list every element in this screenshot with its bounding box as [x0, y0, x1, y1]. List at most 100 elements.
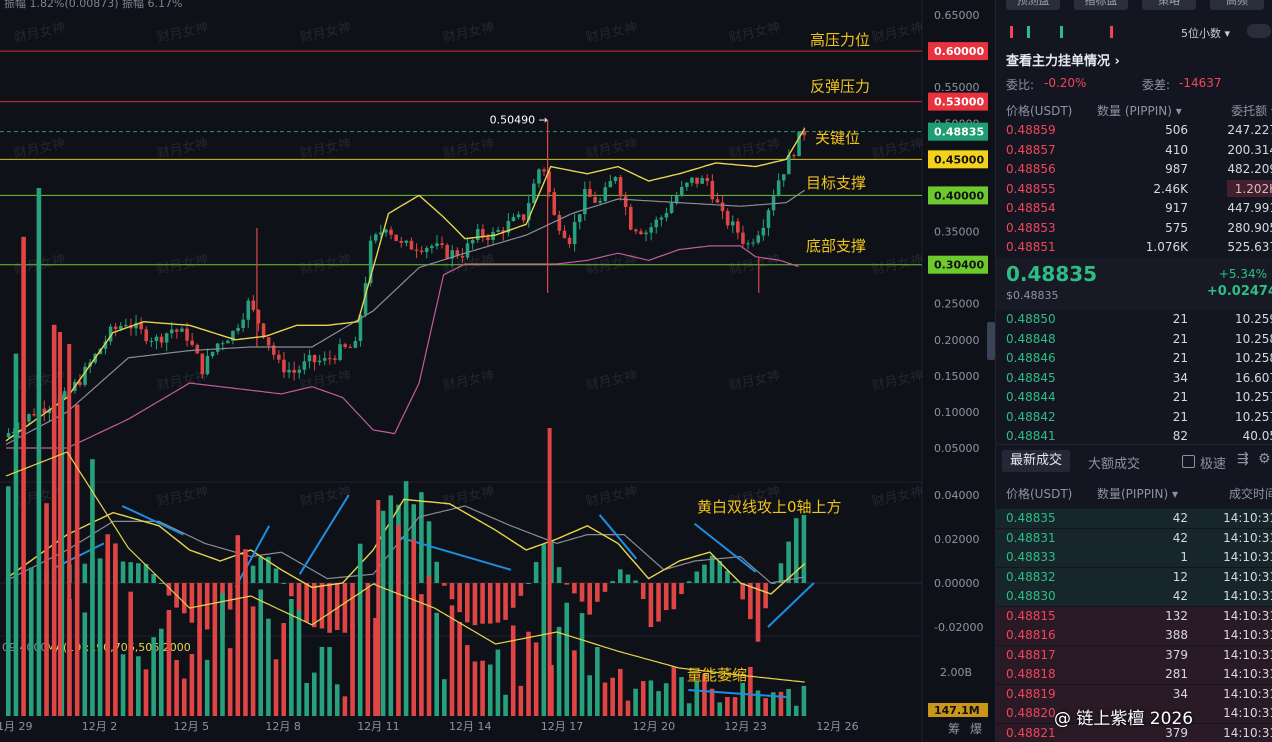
candle-body — [598, 200, 602, 203]
top-tab-button[interactable]: 高频 — [1210, 0, 1264, 10]
candle-body — [277, 354, 281, 360]
volume-bar — [51, 324, 57, 716]
ask-price: 0.48853 — [1006, 220, 1056, 235]
volume-bar — [518, 685, 524, 716]
candle-body — [384, 229, 388, 233]
ask-row[interactable]: 0.48854 917 447.991 — [996, 199, 1272, 218]
volume-bar — [58, 332, 63, 716]
trade-time: 14:10:31 — [1223, 608, 1272, 623]
top-tab-button[interactable]: 预测盘 — [1006, 0, 1060, 10]
candle-body — [414, 249, 419, 251]
candle-body — [577, 214, 582, 223]
volume-bar — [289, 599, 294, 716]
volume-bar — [709, 688, 715, 716]
candle-body — [236, 327, 240, 331]
macd-histogram-bar — [755, 583, 761, 642]
ask-row[interactable]: 0.48856 987 482.209 — [996, 160, 1272, 179]
volume-bar — [90, 459, 95, 716]
tab-latest-trades[interactable]: 最新成交 — [1002, 450, 1070, 472]
top-tab-button[interactable]: 策略 — [1142, 0, 1196, 10]
ask-qty: 917 — [1165, 201, 1188, 215]
macd-histogram-bar — [289, 583, 294, 597]
level-tag — [928, 42, 988, 61]
volume-bar — [350, 623, 355, 716]
ask-row[interactable]: 0.48859 506 247.227 — [996, 121, 1272, 140]
volume-bar — [533, 642, 539, 716]
candle-body — [271, 345, 276, 355]
bid-row[interactable]: 0.48846 21 10.258 — [996, 349, 1272, 368]
macd-histogram-bar — [595, 583, 600, 602]
trade-row: 0.48833 1 14:10:31 — [996, 548, 1272, 567]
bid-row[interactable]: 0.48841 82 40.05 — [996, 427, 1272, 446]
macd-histogram-bar — [771, 583, 776, 584]
candle-body — [756, 235, 761, 243]
panel-collapse-handle[interactable] — [987, 322, 995, 360]
decimals-select[interactable]: 5位小数 ▾ — [1181, 27, 1231, 40]
volume-bar — [235, 535, 241, 716]
trade-price: 0.48817 — [1006, 647, 1056, 662]
bottom-tag: 筹 — [948, 722, 960, 736]
candle-body — [455, 250, 460, 257]
ask-price: 0.48855 — [1006, 181, 1056, 196]
x-axis-tick: 12月 17 — [541, 720, 584, 733]
orderbook-both-icon[interactable] — [1010, 26, 1030, 38]
trade-row: 0.48831 42 14:10:31 — [996, 528, 1272, 548]
chart-area[interactable]: 财月女神 财月女神 财月女神 财月女神 财月女神 财月女神 财月女神 财月女神 财月女神 财月女神… — [0, 0, 992, 742]
ask-qty: 1.076K — [1145, 240, 1188, 254]
volume-bar — [587, 675, 592, 716]
orderbook-bids-icon[interactable] — [1060, 26, 1077, 38]
macd-histogram-bar — [518, 583, 524, 596]
bid-row[interactable]: 0.48844 21 10.257 — [996, 388, 1272, 407]
volume-bar — [258, 589, 264, 716]
bid-row[interactable]: 0.48845 34 16.607 — [996, 369, 1272, 388]
bid-row[interactable]: 0.48848 21 10.258 — [996, 330, 1272, 349]
ask-row[interactable]: 0.48857 410 200.314 — [996, 141, 1272, 160]
bid-row[interactable]: 0.48842 21 10.257 — [996, 408, 1272, 427]
trade-time: 14:10:31 — [1223, 589, 1272, 603]
candle-body — [256, 309, 261, 324]
annotation-high-pressure: 高压力位 — [810, 31, 870, 49]
macd-histogram-bar — [442, 583, 447, 586]
volume-bar — [510, 625, 516, 716]
price-axis-tick: 0.20000 — [934, 334, 980, 347]
volume-bar — [495, 649, 501, 716]
volume-bar — [373, 617, 378, 716]
trade-row: 0.48817 379 14:10:31 — [996, 645, 1272, 665]
macd-histogram-bar — [449, 583, 455, 600]
bid-row[interactable]: 0.48850 21 10.259 — [996, 310, 1272, 329]
volume-bar — [44, 503, 49, 716]
volume-bar — [21, 236, 26, 716]
fast-checkbox[interactable] — [1182, 455, 1195, 468]
macd-histogram-bar — [189, 583, 195, 623]
candle-body — [424, 247, 429, 253]
candle-body — [761, 227, 766, 236]
macd-histogram-bar — [487, 583, 493, 624]
macd-histogram-bar — [671, 583, 677, 610]
candle-body — [552, 192, 557, 215]
toggle-switch[interactable] — [1247, 24, 1271, 38]
filter-icon[interactable]: ⇶ — [1237, 451, 1249, 467]
tab-large-trades[interactable]: 大额成交 — [1088, 457, 1141, 472]
ask-row[interactable]: 0.48855 2.46K 1.202K — [996, 180, 1272, 199]
volume-bar — [755, 690, 761, 716]
volume-bar — [120, 654, 126, 716]
trade-qty: 12 — [1172, 569, 1188, 584]
candle-body — [409, 240, 414, 250]
macd-axis-tick: 0.00000 — [934, 577, 980, 590]
candle-body — [685, 182, 689, 187]
top-tab-button[interactable]: 指标盘 — [1074, 0, 1128, 10]
candle-body — [766, 210, 771, 228]
main-orders-link[interactable]: 查看主力挂单情况 › — [1006, 54, 1120, 69]
candle-body — [715, 199, 720, 203]
candle-body — [644, 232, 648, 235]
ask-row[interactable]: 0.48853 575 280.905 — [996, 219, 1272, 238]
candle-body — [475, 229, 480, 241]
ask-row[interactable]: 0.48851 1.076K 525.637 — [996, 238, 1272, 257]
trade-price: 0.48819 — [1006, 686, 1056, 701]
settings-icon[interactable]: ⚙ — [1258, 451, 1271, 467]
annotation-bottom-support: 底部支撑 — [806, 237, 866, 255]
trade-qty: 42 — [1172, 589, 1188, 603]
candle-body — [725, 211, 730, 226]
orderbook-asks-icon[interactable] — [1110, 26, 1127, 38]
